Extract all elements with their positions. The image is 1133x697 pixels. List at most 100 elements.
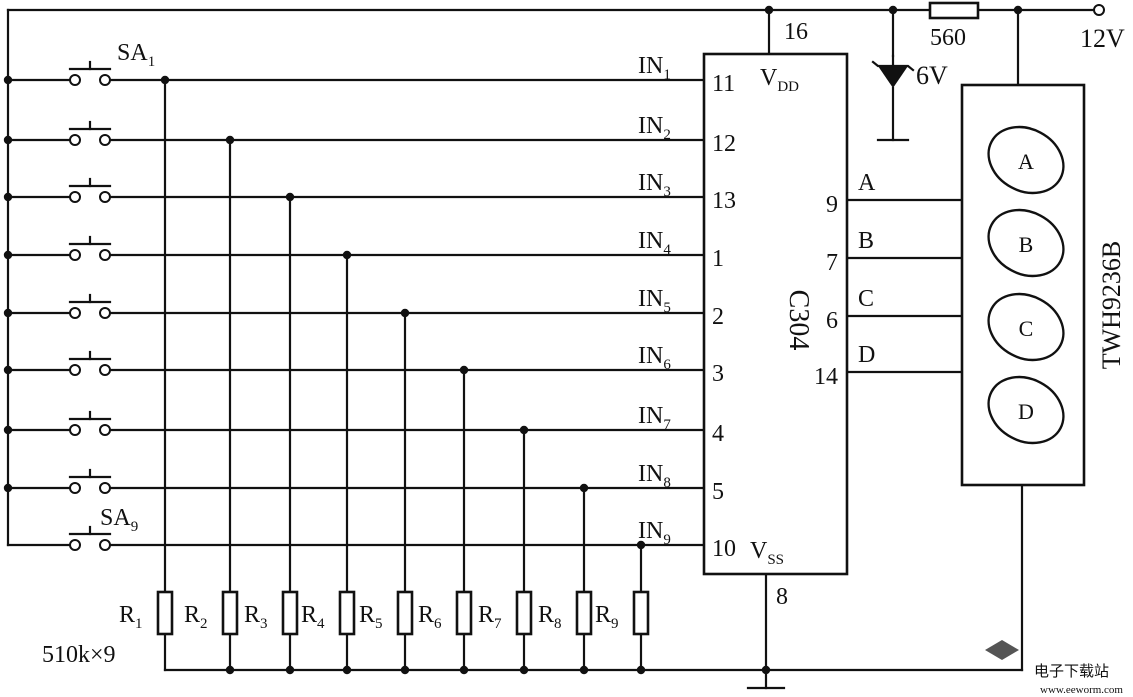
switch-contact-left xyxy=(69,134,81,146)
segment-label-A: A xyxy=(1018,149,1034,174)
output-label-C: C xyxy=(858,286,874,312)
resistor-1 xyxy=(156,590,174,636)
switch-contact-left xyxy=(69,364,81,376)
resistor-2 xyxy=(221,590,239,636)
resistor-label-7: R7 xyxy=(478,602,502,632)
resistor-7 xyxy=(515,590,533,636)
input-pin-4: 1 xyxy=(712,246,724,272)
resistor-label-5: R5 xyxy=(359,602,383,632)
chip-name: C304 xyxy=(783,290,814,351)
watermark-logo-icon xyxy=(985,640,1019,660)
switch-contact-right xyxy=(99,539,111,551)
input-label-3-subscript: 3 xyxy=(663,184,671,200)
input-pin-7: 4 xyxy=(712,421,724,447)
input-label-2-main: IN xyxy=(638,113,663,139)
resistor-value-label: 510k×9 xyxy=(42,642,116,668)
switch-sa9-label-main: SA xyxy=(100,505,131,531)
resistor-label-4: R4 xyxy=(301,602,325,632)
input-label-4-subscript: 4 xyxy=(663,242,671,258)
input-label-6: IN6 xyxy=(638,343,671,373)
input-label-8: IN8 xyxy=(638,461,671,491)
input-pin-1: 11 xyxy=(712,71,735,97)
output-pin-B: 7 xyxy=(826,250,838,276)
supply-label: 12V xyxy=(1080,24,1125,53)
switch-contact-left xyxy=(69,249,81,261)
resistor-label-7-subscript: 7 xyxy=(494,616,502,632)
switch-sa9-label: SA9 xyxy=(100,505,138,535)
resistor-label-2: R2 xyxy=(184,602,208,632)
resistor-label-9-main: R xyxy=(595,602,611,628)
input-label-9: IN9 xyxy=(638,518,671,548)
supply-terminal xyxy=(1093,4,1105,16)
output-pin-C: 6 xyxy=(826,308,838,334)
resistor-label-5-main: R xyxy=(359,602,375,628)
input-label-4: IN4 xyxy=(638,228,671,258)
input-pin-3: 13 xyxy=(712,188,736,214)
switch-contact-left xyxy=(69,307,81,319)
resistor-label-1-main: R xyxy=(119,602,135,628)
chip-vss-label-subscript: SS xyxy=(767,552,784,568)
chip-vss-label-main: V xyxy=(750,538,768,564)
input-label-1: IN1 xyxy=(638,53,671,83)
resistor-label-6-subscript: 6 xyxy=(434,616,442,632)
input-label-9-main: IN xyxy=(638,518,663,544)
switch-contact-left xyxy=(69,539,81,551)
output-label-A: A xyxy=(858,170,876,196)
switch-contact-right xyxy=(99,74,111,86)
switch-contact-left xyxy=(69,482,81,494)
chip-vdd-label: VDD xyxy=(760,65,799,95)
input-pin-2: 12 xyxy=(712,131,736,157)
input-label-2: IN2 xyxy=(638,113,671,143)
resistor-label-5-subscript: 5 xyxy=(375,616,383,632)
resistor-label-1-subscript: 1 xyxy=(135,616,143,632)
input-pin-6: 3 xyxy=(712,361,724,387)
output-label-B: B xyxy=(858,228,874,254)
display-name: TWH9236B xyxy=(1097,241,1126,370)
zener-bar xyxy=(871,60,915,72)
resistor-560-label: 560 xyxy=(930,25,966,51)
resistor-label-9-subscript: 9 xyxy=(611,616,619,632)
segment-label-C: C xyxy=(1019,316,1034,341)
chip-vss-label: VSS xyxy=(750,538,784,568)
input-label-3-main: IN xyxy=(638,170,663,196)
output-pin-D: 14 xyxy=(814,364,838,390)
input-label-1-subscript: 1 xyxy=(663,67,671,83)
segment-label-B: B xyxy=(1019,232,1034,257)
resistor-label-6-main: R xyxy=(418,602,434,628)
resistor-label-8-main: R xyxy=(538,602,554,628)
resistor-560 xyxy=(928,1,980,20)
resistor-label-3: R3 xyxy=(244,602,268,632)
switch-contact-left xyxy=(69,74,81,86)
input-pin-5: 2 xyxy=(712,304,724,330)
switch-sa1-label-main: SA xyxy=(117,40,148,66)
switch-sa1-label: SA1 xyxy=(117,40,155,70)
switch-contact-left xyxy=(69,424,81,436)
switch-contact-right xyxy=(99,191,111,203)
resistor-label-7-main: R xyxy=(478,602,494,628)
input-label-3: IN3 xyxy=(638,170,671,200)
input-label-8-subscript: 8 xyxy=(663,475,671,491)
pin-vss-number: 8 xyxy=(776,584,788,610)
pin-vdd-number: 16 xyxy=(784,19,808,45)
watermark-text: 电子下载站 xyxy=(1034,663,1109,680)
input-label-7-main: IN xyxy=(638,403,663,429)
resistor-5 xyxy=(396,590,414,636)
input-label-2-subscript: 2 xyxy=(663,127,671,143)
input-label-6-main: IN xyxy=(638,343,663,369)
input-label-5-main: IN xyxy=(638,286,663,312)
segment-D-icon xyxy=(987,375,1065,445)
switch-contact-left xyxy=(69,191,81,203)
switch-contact-right xyxy=(99,134,111,146)
resistor-label-3-main: R xyxy=(244,602,260,628)
input-label-4-main: IN xyxy=(638,228,663,254)
input-label-5-subscript: 5 xyxy=(663,300,671,316)
switch-sa1-label-subscript: 1 xyxy=(148,54,156,70)
switch-contact-right xyxy=(99,307,111,319)
output-label-D: D xyxy=(858,342,875,368)
segment-A-icon xyxy=(987,125,1065,195)
components-layer xyxy=(68,1,1086,660)
resistor-8 xyxy=(575,590,593,636)
pin-vss-left-number: 10 xyxy=(712,536,736,562)
switch-contact-right xyxy=(99,364,111,376)
